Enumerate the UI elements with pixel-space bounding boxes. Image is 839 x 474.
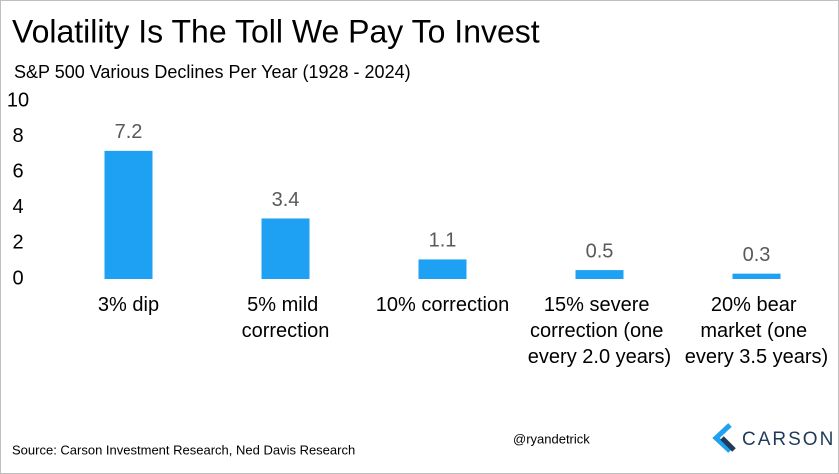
bar [261,218,310,279]
logo: CARSON [712,423,835,453]
bar [732,273,781,279]
bar [418,259,467,279]
chart-subtitle: S&P 500 Various Declines Per Year (1928 … [14,62,411,82]
x-tick-label: 15% severe correction (one every 2.0 yea… [528,294,671,368]
value-label: 1.1 [429,230,457,252]
logo-icon [712,423,732,453]
value-label: 0.3 [743,244,771,266]
y-tick-label: 8 [12,125,23,147]
x-tick-label: 20% bear market (one every 3.5 years) [685,294,828,368]
y-tick-label: 4 [12,196,23,218]
y-tick-label: 6 [12,160,23,182]
handle: @ryandetrick [513,431,590,446]
bar [575,270,624,279]
x-tick-label: 5% mild correction [242,294,330,342]
value-label: 7.2 [115,121,143,143]
logo-icon [720,436,736,452]
x-tick-label: 3% dip [98,294,159,316]
y-tick-label: 0 [12,267,23,289]
bar [104,150,153,279]
value-label: 0.5 [586,240,614,262]
source: Source: Carson Investment Research, Ned … [12,442,355,457]
y-tick-label: 10 [7,89,29,111]
value-label: 3.4 [272,189,300,211]
y-tick-label: 2 [12,232,23,254]
x-tick-label: 10% correction [376,294,509,316]
chart-title: Volatility Is The Toll We Pay To Invest [12,13,540,49]
logo-text: CARSON [742,429,835,450]
